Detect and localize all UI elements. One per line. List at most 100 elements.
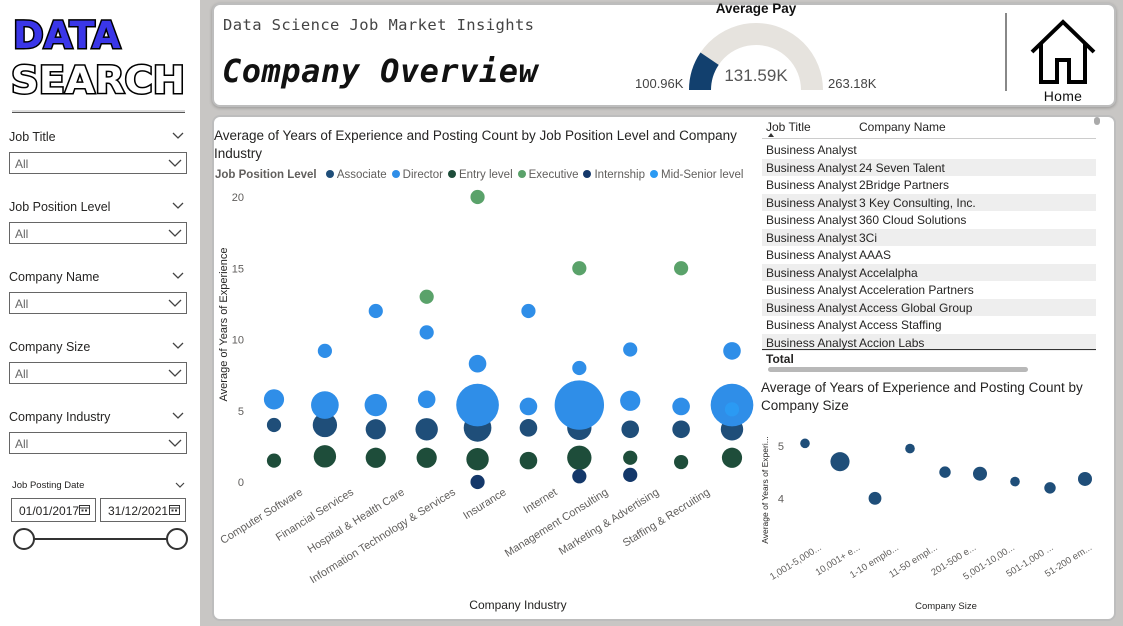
chevron-down-icon[interactable] xyxy=(175,480,185,490)
table-row[interactable]: Business Analyst xyxy=(762,141,1096,159)
legend-item[interactable]: Mid-Senior level xyxy=(650,169,743,181)
data-point xyxy=(800,438,810,449)
cell-job-title: Business Analyst xyxy=(766,230,857,245)
table-row[interactable]: Business Analyst 24 Seven Talent xyxy=(762,158,1096,176)
table-row[interactable]: Business Analyst 360 Cloud Solutions xyxy=(762,211,1096,229)
cell-job-title: Business Analyst xyxy=(766,283,857,297)
data-point xyxy=(621,420,640,439)
data-point xyxy=(623,450,638,465)
report-subtitle: Data Science Job Market Insights xyxy=(223,16,535,34)
legend-item[interactable]: Associate xyxy=(325,169,387,181)
chevron-down-icon[interactable] xyxy=(171,199,185,213)
slicer-job-title: Job Title All xyxy=(9,130,187,174)
slicer-label: Company Industry xyxy=(9,410,187,428)
column-header-company-name[interactable]: Company Name xyxy=(859,120,946,134)
legend-item[interactable]: Entry level xyxy=(447,169,513,181)
table-row[interactable]: Business Analyst Accion Labs xyxy=(762,333,1096,351)
table-row[interactable]: Business Analyst 2Bridge Partners xyxy=(762,176,1096,194)
slicer-dropdown-job-position-level[interactable]: All xyxy=(9,222,187,244)
data-point xyxy=(365,447,386,468)
data-point xyxy=(317,343,332,358)
header-panel xyxy=(212,3,1116,107)
x-tick-label: Computer Software xyxy=(218,486,305,546)
table-vertical-scrollbar[interactable] xyxy=(1094,117,1100,125)
table-row[interactable]: Business Analyst Access Staffing xyxy=(762,316,1096,334)
chevron-down-icon[interactable] xyxy=(171,269,185,283)
table-row[interactable]: Business Analyst AAAS xyxy=(762,246,1096,264)
start-date-input[interactable]: 01/01/2017 xyxy=(11,498,96,522)
gauge-max-label: 263.18K xyxy=(828,76,877,91)
cell-company-name: 24 Seven Talent xyxy=(859,160,945,175)
slicer-dropdown-company-size[interactable]: All xyxy=(9,362,187,384)
chevron-down-icon[interactable] xyxy=(171,339,185,353)
table-row[interactable]: Business Analyst 3 Key Consulting, Inc. xyxy=(762,193,1096,211)
legend-label: Mid-Senior level xyxy=(661,169,744,181)
slicer-dropdown-job-title[interactable]: All xyxy=(9,152,187,174)
cell-job-title: Business Analyst xyxy=(766,300,857,315)
company-size-scatter-chart: 4 5 Average of Years of Experi...1,001-5,0… xyxy=(760,436,1094,612)
data-point xyxy=(519,419,538,437)
data-point xyxy=(468,354,487,373)
legend-item[interactable]: Executive xyxy=(517,169,579,181)
legend-item[interactable]: Internship xyxy=(583,169,645,181)
calendar-icon[interactable] xyxy=(79,504,90,515)
calendar-icon[interactable] xyxy=(169,504,180,515)
slicer-dropdown-company-name[interactable]: All xyxy=(9,292,187,314)
data-point xyxy=(724,402,740,417)
cell-company-name: Access Staffing xyxy=(859,318,942,332)
data-point xyxy=(567,445,592,470)
date-range-end-handle[interactable] xyxy=(166,528,188,550)
cell-company-name: Acceleration Partners xyxy=(859,283,974,297)
legend-label: Entry level xyxy=(458,169,513,181)
gauge-fill xyxy=(689,52,719,91)
x-axis-title: Company Size xyxy=(915,601,977,612)
table-horizontal-scrollbar[interactable] xyxy=(768,367,1028,372)
legend-title: Job Position Level xyxy=(215,169,317,181)
home-button[interactable]: Home xyxy=(1020,12,1106,106)
home-label: Home xyxy=(1043,88,1083,104)
data-point xyxy=(419,325,434,340)
column-header-job-title[interactable]: Job Title xyxy=(766,120,811,134)
y-tick-label: 15 xyxy=(232,263,244,275)
data-point xyxy=(1044,482,1056,494)
table-header: Job Title Company Name xyxy=(762,117,1096,139)
slicer-dropdown-company-industry[interactable]: All xyxy=(9,432,187,454)
legend-label: Executive xyxy=(528,169,579,181)
y-tick-label: 5 xyxy=(238,406,244,418)
data-point xyxy=(266,417,282,433)
data-point xyxy=(1010,476,1020,487)
y-tick-label: 4 xyxy=(778,493,784,505)
date-range-start-handle[interactable] xyxy=(13,528,35,550)
home-icon[interactable] xyxy=(1028,16,1098,86)
data-point xyxy=(456,383,499,427)
y-tick-label: 10 xyxy=(232,335,244,347)
gauge-value-label: 131.59K xyxy=(724,66,788,85)
sidebar-divider xyxy=(12,110,185,113)
cell-job-title: Business Analyst xyxy=(766,195,857,210)
data-point xyxy=(311,391,339,419)
table-row[interactable]: Business Analyst Access Global Group xyxy=(762,298,1096,316)
filter-sidebar: DATA SEARCH Job Title All Job Position Lev… xyxy=(0,0,200,626)
cell-company-name: Accion Labs xyxy=(859,335,925,350)
chevron-down-icon[interactable] xyxy=(171,409,185,423)
chevron-down-icon[interactable] xyxy=(171,129,185,143)
table-row[interactable]: Business Analyst Accelalpha xyxy=(762,263,1096,281)
dropdown-arrow-icon xyxy=(168,439,182,447)
y-axis-title: Average of Years of Experience xyxy=(218,248,230,402)
table-row[interactable]: Business Analyst 3Ci xyxy=(762,228,1096,246)
slicer-label: Job Position Level xyxy=(9,200,187,218)
data-point xyxy=(830,452,850,472)
legend-item[interactable]: Director xyxy=(391,169,443,181)
data-point xyxy=(365,419,386,440)
cell-company-name: Accelalpha xyxy=(859,265,918,280)
cell-company-name: 2Bridge Partners xyxy=(859,178,950,192)
data-point xyxy=(905,443,915,454)
end-date-input[interactable]: 31/12/2021 xyxy=(100,498,186,522)
legend-marker xyxy=(391,170,400,178)
table-row[interactable]: Business Analyst Acceleration Partners xyxy=(762,281,1096,299)
slicer-company-name: Company Name All xyxy=(9,270,187,314)
data-point xyxy=(672,397,690,416)
average-pay-gauge xyxy=(689,23,823,91)
date-range-slider-track[interactable] xyxy=(22,538,180,540)
dropdown-arrow-icon xyxy=(168,299,182,307)
